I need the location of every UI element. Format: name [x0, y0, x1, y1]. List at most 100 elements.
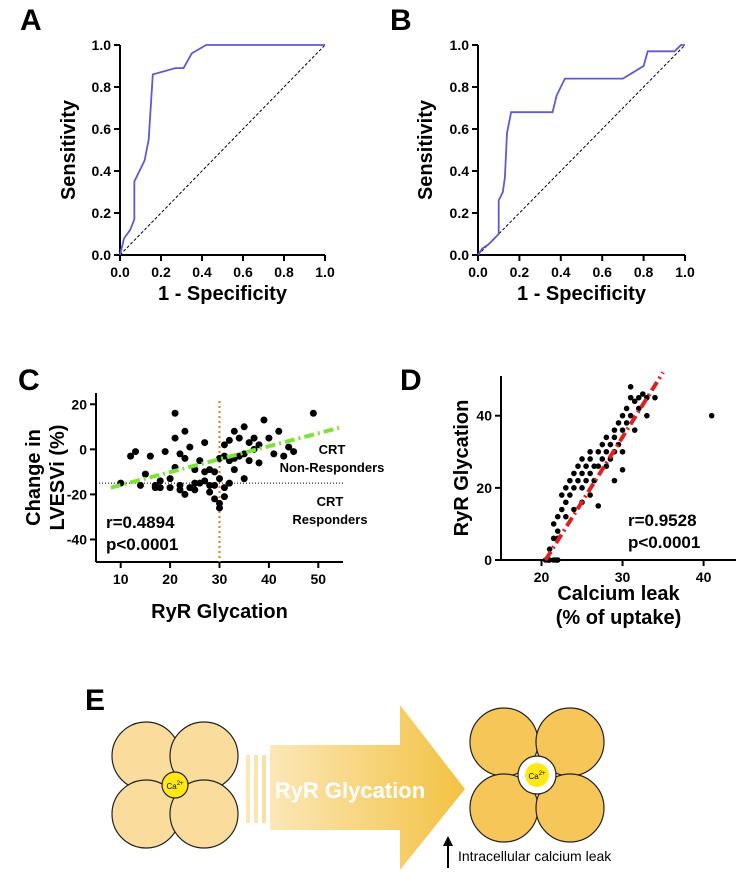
- arrow: [246, 705, 465, 870]
- point: [176, 486, 184, 494]
- x-axis-title: 1 - Specificity: [158, 283, 288, 305]
- point: [181, 490, 189, 498]
- x-tick-label: 0.4: [551, 264, 571, 280]
- x-tick-label: 0.2: [151, 264, 171, 280]
- point: [611, 427, 618, 433]
- y-tick-label: 20: [71, 396, 87, 412]
- x-tick-label: 0.0: [110, 264, 130, 280]
- point: [631, 398, 638, 405]
- point: [591, 463, 597, 469]
- point: [245, 457, 253, 465]
- point: [201, 439, 209, 447]
- point: [599, 456, 606, 462]
- point: [146, 452, 154, 460]
- y-tick-label: 1.0: [92, 37, 112, 53]
- point: [554, 528, 561, 534]
- reference-diagonal: [119, 44, 326, 256]
- point: [220, 484, 228, 492]
- annotation: r=0.4894: [106, 513, 175, 532]
- point: [567, 492, 573, 498]
- point: [553, 557, 559, 563]
- point: [235, 434, 243, 442]
- diagram: E Ca2+ RyR Glycation Ca2+ Intracellular …: [85, 684, 612, 870]
- point: [309, 409, 317, 417]
- roc-curve: [477, 44, 685, 256]
- y-tick-label: -20: [67, 486, 87, 502]
- point: [290, 448, 298, 456]
- y-tick-label: 40: [476, 408, 492, 424]
- point: [611, 477, 618, 484]
- ion-label: Ca2+: [166, 781, 184, 791]
- point: [225, 479, 233, 487]
- up-arrow: [443, 836, 453, 868]
- reference-diagonal: [477, 44, 686, 256]
- point: [156, 484, 164, 492]
- point: [240, 450, 248, 458]
- x-tick-label: 1.0: [315, 264, 335, 280]
- x-tick-label: 20: [162, 571, 178, 587]
- point: [166, 475, 174, 483]
- point: [211, 495, 219, 503]
- point: [201, 477, 209, 485]
- point: [181, 427, 189, 435]
- point: [595, 448, 602, 455]
- point: [127, 452, 135, 460]
- point: [191, 486, 199, 494]
- x-tick-label: 0.6: [233, 264, 253, 280]
- channel-closed: [111, 721, 239, 849]
- point: [623, 405, 630, 412]
- point: [132, 448, 140, 456]
- point: [583, 463, 589, 469]
- annotation: p<0.0001: [106, 535, 178, 554]
- y-tick-label: 1.0: [450, 37, 470, 53]
- y-tick-label: 0.4: [92, 163, 112, 179]
- point: [220, 441, 228, 449]
- y-tick-label: 0: [79, 441, 87, 457]
- point: [571, 485, 577, 491]
- trend-line: [543, 371, 665, 562]
- caption: Intracellular calcium leak: [458, 848, 612, 864]
- point: [627, 412, 634, 419]
- annotation: r=0.9528: [628, 511, 697, 530]
- point: [607, 441, 614, 448]
- y-tick-label: 0.2: [92, 205, 112, 221]
- point: [708, 412, 715, 419]
- point: [260, 416, 268, 424]
- point: [240, 475, 248, 483]
- panel-label: A: [20, 4, 42, 37]
- point: [250, 434, 258, 442]
- point: [635, 394, 642, 401]
- point: [571, 470, 577, 477]
- point: [652, 394, 658, 401]
- point: [619, 448, 626, 455]
- y-tick-label: 0.6: [92, 121, 112, 137]
- y-axis-title: LVESVi (%): [47, 425, 69, 531]
- arrow-label: RyR Glycation: [275, 778, 425, 803]
- point: [619, 412, 626, 419]
- panel-label: C: [18, 364, 40, 397]
- point: [558, 492, 565, 498]
- x-tick-label: 1.0: [675, 264, 695, 280]
- point: [151, 484, 159, 492]
- point: [211, 468, 219, 476]
- point: [599, 441, 606, 448]
- point: [216, 475, 223, 483]
- point: [575, 477, 581, 484]
- point: [571, 506, 577, 513]
- point: [141, 470, 149, 478]
- point: [206, 481, 214, 489]
- annotation: CRT: [317, 494, 344, 509]
- x-tick-label: 40: [696, 569, 712, 585]
- point: [166, 484, 174, 492]
- point: [619, 467, 626, 473]
- x-tick-label: 0.8: [634, 264, 654, 280]
- y-tick-label: 20: [476, 480, 492, 496]
- point: [285, 443, 293, 451]
- trend-line: [110, 424, 344, 490]
- annotation: Non-Responders: [280, 460, 385, 475]
- point: [211, 481, 219, 489]
- x-axis-title: 1 - Specificity: [517, 283, 647, 305]
- point: [579, 485, 585, 491]
- point: [619, 427, 626, 433]
- point: [230, 427, 238, 435]
